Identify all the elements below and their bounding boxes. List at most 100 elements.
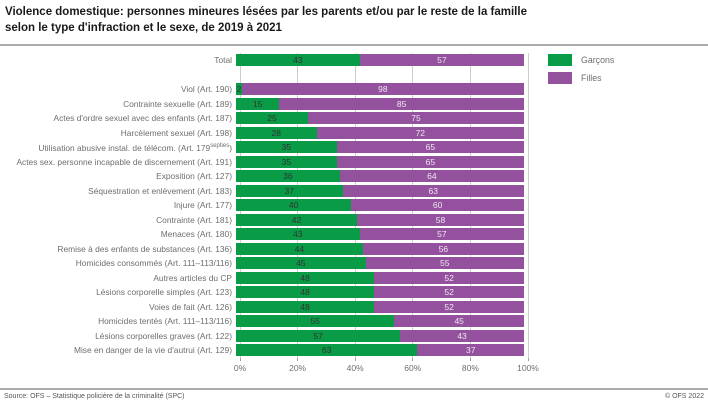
bar-track: 55 45: [236, 315, 524, 328]
bar-segment-garcons: 28: [236, 126, 317, 139]
value-label: 52: [444, 301, 454, 312]
chart-row: Actes sex. personne incapable de discern…: [0, 155, 528, 170]
bar-segment-garcons: 44: [236, 242, 363, 255]
top-divider: [0, 44, 708, 46]
bar-segment-garcons: 35: [236, 141, 337, 154]
bar-segment-garcons: 2: [236, 83, 242, 96]
value-label: 56: [438, 243, 449, 254]
value-label: 57: [313, 330, 323, 341]
value-label: 55: [440, 258, 450, 268]
bar-segment-garcons: 48: [236, 300, 375, 313]
chart-row: Injure (Art. 177) 40 60: [0, 198, 528, 213]
page-title: Violence domestique: personnes mineures …: [5, 4, 527, 36]
bar-segment-filles: 60: [351, 199, 524, 212]
category-label: Lésions corporelle simples (Art. 123): [96, 287, 232, 298]
bar-segment-garcons: 42: [236, 213, 357, 226]
bar-segment-filles: 45: [394, 315, 524, 328]
value-label: 48: [300, 301, 310, 312]
source-text: Source: OFS – Statistique policière de l…: [4, 393, 185, 400]
value-label: 45: [454, 316, 464, 326]
copyright-text: © OFS 2022: [664, 393, 704, 400]
x-tick-mark: [297, 358, 299, 361]
chart-row: Utilisation abusive instal. de télécom. …: [0, 140, 528, 155]
bar-segment-filles: 98: [241, 83, 524, 96]
value-label: 37: [465, 345, 476, 355]
bar-segment-filles: 85: [279, 97, 524, 110]
chart-row: Lésions corporelles graves (Art. 122) 57 4…: [0, 329, 528, 344]
chart-row: Lésions corporelle simples (Art. 123) 48 5…: [0, 285, 528, 300]
category-label: Contrainte (Art. 181): [156, 214, 232, 225]
category-label: Actes sex. personne incapable de discern…: [16, 156, 232, 167]
bar-segment-filles: 65: [336, 141, 524, 154]
x-tick-label: 60%: [404, 363, 422, 373]
bar-segment-garcons: 25: [236, 112, 308, 125]
bar-track: 43 57: [236, 54, 524, 67]
value-label: 45: [296, 258, 306, 268]
legend-label: Garçons: [581, 55, 615, 65]
value-label: 60: [432, 200, 443, 210]
category-label: Homicides tentés (Art. 111–113/116): [98, 316, 232, 327]
bar-segment-garcons: 37: [236, 184, 343, 197]
bar-segment-filles: 58: [356, 213, 524, 226]
bar-track: 40 60: [236, 199, 524, 212]
x-tick-label: 0%: [233, 363, 247, 373]
bar-segment-garcons: 43: [236, 54, 360, 67]
chart-row: Viol (Art. 190) 2 98: [0, 82, 528, 97]
chart-row: Menaces (Art. 180) 43 57: [0, 227, 528, 242]
bar-segment-garcons: 36: [236, 170, 340, 183]
x-tick-mark: [354, 358, 356, 361]
bar-segment-filles: 56: [362, 242, 524, 255]
value-label: 35: [281, 156, 292, 167]
value-label: 72: [415, 127, 426, 138]
title-line-2: selon le type d'infraction et le sexe, d…: [5, 22, 282, 34]
value-label: 37: [284, 185, 294, 196]
category-label: Injure (Art. 177): [173, 200, 232, 211]
bar-track: 48 52: [236, 271, 524, 284]
value-label: 52: [444, 287, 454, 297]
bar-segment-garcons: 35: [236, 155, 337, 168]
x-tick-label: 80%: [461, 363, 479, 373]
value-label: 25: [267, 113, 277, 123]
category-label: Total: [214, 55, 232, 66]
bar-segment-filles: 52: [374, 286, 524, 299]
category-label: Lésions corporelles graves (Art. 122): [95, 330, 232, 341]
x-tick-mark: [527, 358, 529, 361]
x-tick-mark: [469, 358, 471, 361]
bar-track: 42 58: [236, 213, 524, 226]
x-tick-mark: [239, 358, 241, 361]
value-label: 57: [437, 55, 447, 65]
bar-segment-filles: 63: [342, 184, 524, 197]
category-label: Remise à des enfants de substances (Art.…: [57, 243, 232, 254]
value-label: 44: [294, 243, 305, 254]
bar-track: 48 52: [236, 286, 524, 299]
chart-row: Mise en danger de la vie d'autrui (Art. …: [0, 343, 528, 358]
bar-track: 48 52: [236, 300, 524, 313]
bar-track: [236, 69, 524, 81]
value-label: 65: [425, 142, 436, 152]
bar-segment-filles: 75: [308, 112, 524, 125]
bar-segment-garcons: 40: [236, 199, 352, 212]
value-label: 36: [283, 171, 293, 181]
legend-label: Filles: [581, 73, 602, 83]
bar-segment-garcons: 55: [236, 315, 395, 328]
value-label: 35: [281, 142, 292, 152]
chart-row: Séquestration et enlèvement (Art. 183) 37…: [0, 184, 528, 199]
x-tick-label: 40%: [346, 363, 364, 373]
legend-item-garcons: Garçons: [548, 54, 614, 66]
bar-segment-filles: 72: [316, 126, 524, 139]
bar-segment-filles: 52: [374, 300, 524, 313]
chart-row: Homicides consommés (Art. 111–113/116) 45…: [0, 256, 528, 271]
bottom-divider: [0, 388, 708, 390]
x-tick-label: 100%: [517, 363, 539, 373]
chart-row: Contrainte sexuelle (Art. 189) 15 85: [0, 97, 528, 112]
category-label: Autres articles du CP: [153, 272, 232, 283]
chart-row: Exposition (Art. 127) 36 64: [0, 169, 528, 184]
chart-row: [0, 68, 528, 83]
value-label: 48: [300, 287, 310, 297]
chart-row: Actes d'ordre sexuel avec des enfants (A…: [0, 111, 528, 126]
value-label: 43: [457, 330, 467, 341]
value-label: 43: [293, 229, 303, 239]
chart-row: Remise à des enfants de substances (Art.…: [0, 242, 528, 257]
bar-track: 45 55: [236, 257, 524, 270]
value-label: 48: [300, 272, 310, 283]
